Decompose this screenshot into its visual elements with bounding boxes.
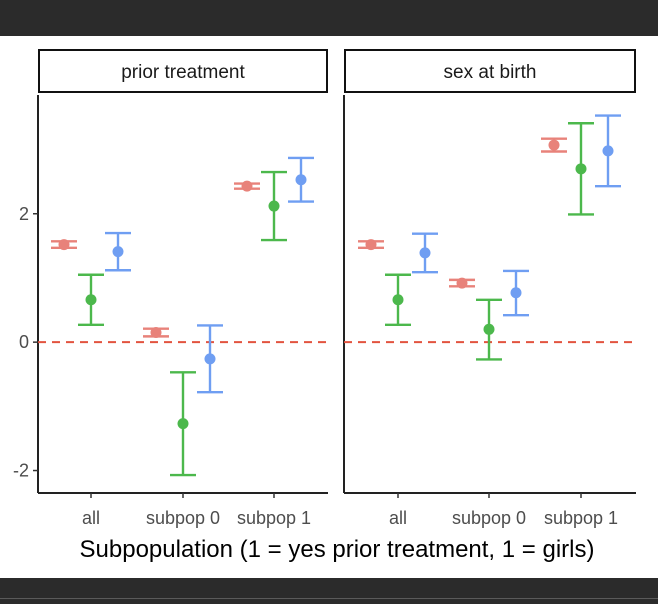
facet-strip-label: sex at birth xyxy=(444,62,537,83)
point-estimate xyxy=(85,294,97,306)
facet-panel: prior treatment all subpop 0 subpop 1 xyxy=(37,49,328,528)
point-estimate xyxy=(510,287,522,299)
point-estimate xyxy=(548,139,560,151)
point-estimate xyxy=(483,323,495,335)
point-estimate xyxy=(575,163,587,175)
x-axis-title: Subpopulation (1 = yes prior treatment, … xyxy=(80,536,595,563)
facet-strip xyxy=(344,49,636,93)
point-estimate xyxy=(392,294,404,306)
point-estimate xyxy=(268,200,280,212)
x-tick-label: subpop 0 xyxy=(146,508,220,528)
facet-panel: sex at birth all subpop 0 subpop 1 xyxy=(343,49,636,528)
point-estimate xyxy=(241,180,253,192)
y-tick-label: -2 xyxy=(13,461,29,481)
facet-strip-label: prior treatment xyxy=(121,62,245,83)
x-tick-label: subpop 1 xyxy=(544,508,618,528)
x-tick-label: all xyxy=(389,508,407,528)
point-estimate xyxy=(602,145,614,157)
point-estimate xyxy=(112,246,124,258)
point-estimate xyxy=(456,277,468,289)
point-estimate xyxy=(177,418,189,430)
bottom-window-bar xyxy=(0,578,658,604)
point-estimate xyxy=(295,174,307,186)
x-tick-label: all xyxy=(82,508,100,528)
x-tick-label: subpop 0 xyxy=(452,508,526,528)
point-estimate xyxy=(365,239,377,251)
y-tick-label: 0 xyxy=(19,332,29,352)
point-estimate xyxy=(150,327,162,339)
y-tick-label: 2 xyxy=(19,204,29,224)
x-tick-label: subpop 1 xyxy=(237,508,311,528)
top-window-bar xyxy=(0,0,658,36)
facet-strip xyxy=(38,49,328,93)
point-estimate xyxy=(58,239,70,251)
bottom-bar-divider xyxy=(0,598,658,599)
y-axis: -2 0 2 xyxy=(13,204,38,481)
point-estimate xyxy=(419,247,431,259)
point-estimate xyxy=(204,353,216,365)
